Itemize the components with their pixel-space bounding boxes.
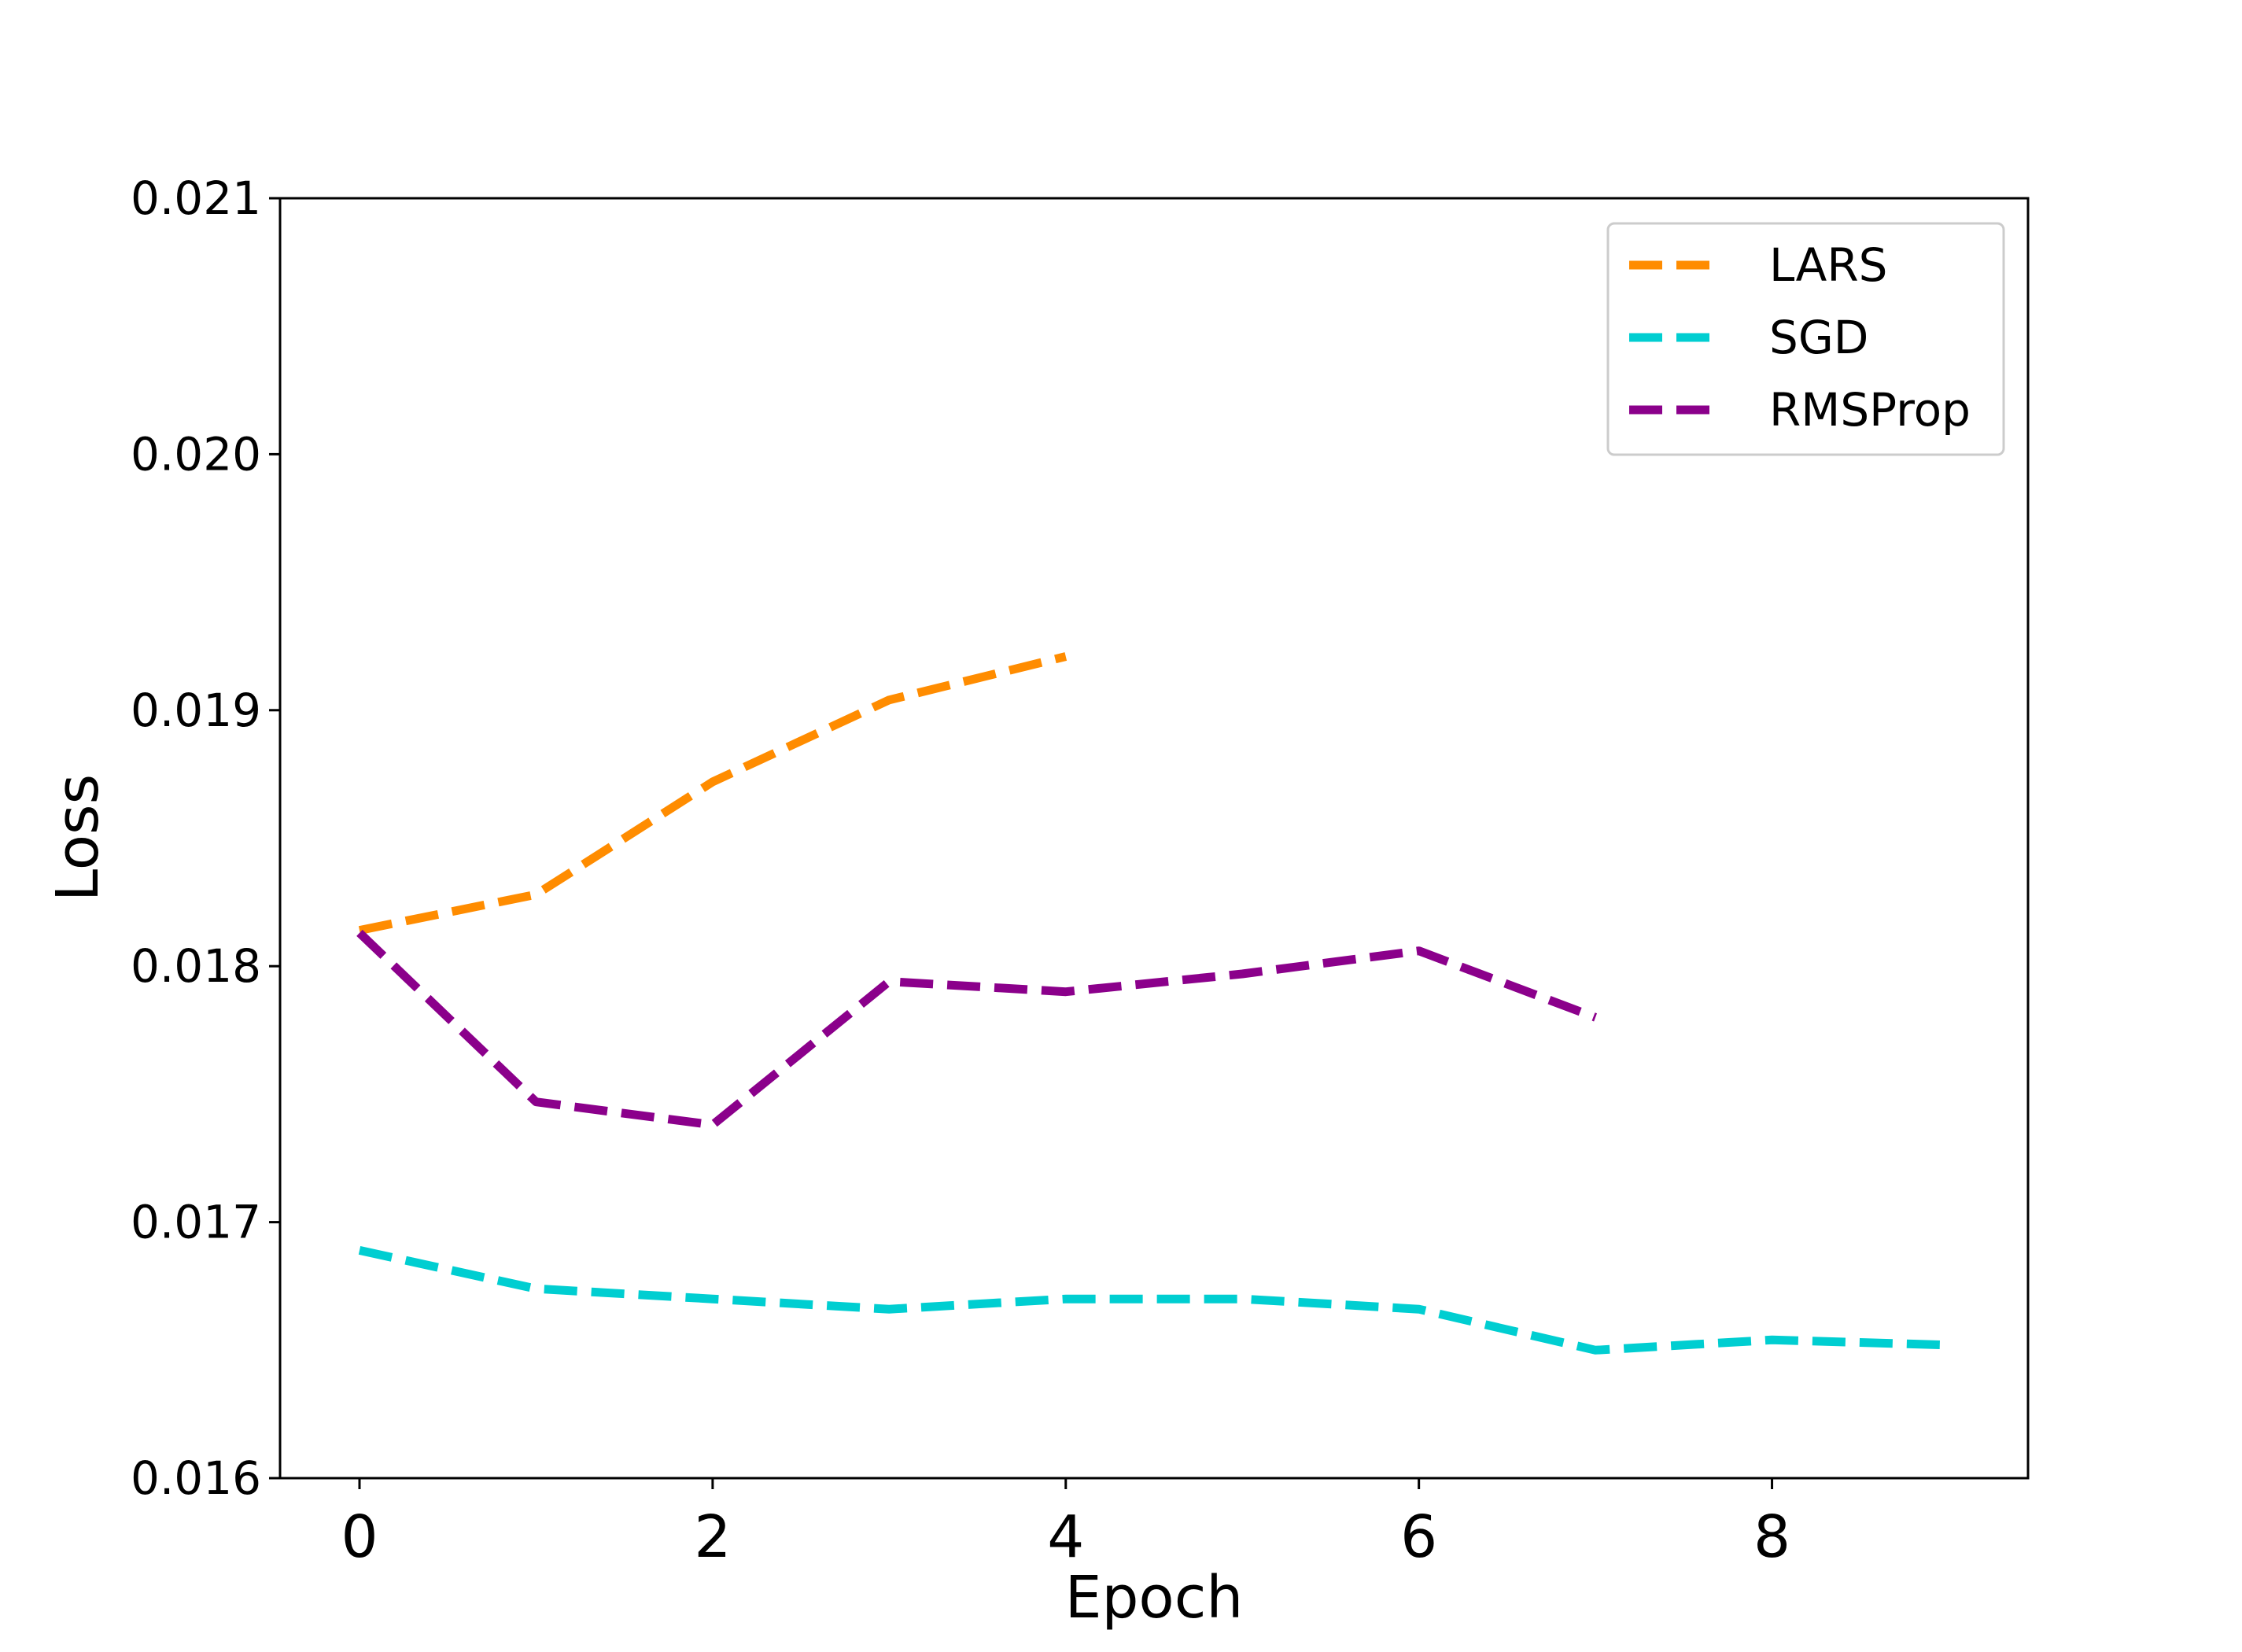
- y-tick-label: 0.020: [131, 427, 261, 481]
- y-axis-label: Loss: [44, 774, 112, 902]
- y-tick-label: 0.019: [131, 684, 261, 737]
- y-tick-label: 0.016: [131, 1451, 261, 1505]
- y-tick-label: 0.018: [131, 939, 261, 993]
- x-axis-ticks: 0 2 4 6 8: [341, 1478, 1790, 1571]
- x-tick-label: 0: [341, 1503, 378, 1571]
- x-tick-label: 8: [1753, 1503, 1790, 1571]
- legend: LARS SGD RMSProp: [1606, 222, 2005, 456]
- plot-area-frame: [278, 197, 2030, 1480]
- y-axis-ticks: 0.016 0.017 0.018 0.019 0.020 0.021: [131, 171, 280, 1505]
- x-tick-label: 6: [1400, 1503, 1437, 1571]
- x-axis-label: Epoch: [1065, 1564, 1244, 1632]
- series-line-sgd: [358, 1246, 1949, 1355]
- x-tick-label: 2: [694, 1503, 731, 1571]
- legend-label-sgd: SGD: [1769, 311, 1868, 364]
- legend-label-rmsprop: RMSProp: [1769, 383, 1971, 437]
- x-tick-label: 4: [1047, 1503, 1084, 1571]
- series-line-lars: [358, 652, 1068, 935]
- y-tick-label: 0.017: [131, 1196, 261, 1249]
- legend-entries: LARS SGD RMSProp: [1629, 238, 1971, 437]
- series-line-rmsprop: [356, 929, 1598, 1130]
- legend-label-lars: LARS: [1769, 238, 1887, 292]
- y-tick-label: 0.021: [131, 171, 261, 225]
- legend-box: [1606, 222, 2005, 456]
- plot-series: [356, 652, 1949, 1355]
